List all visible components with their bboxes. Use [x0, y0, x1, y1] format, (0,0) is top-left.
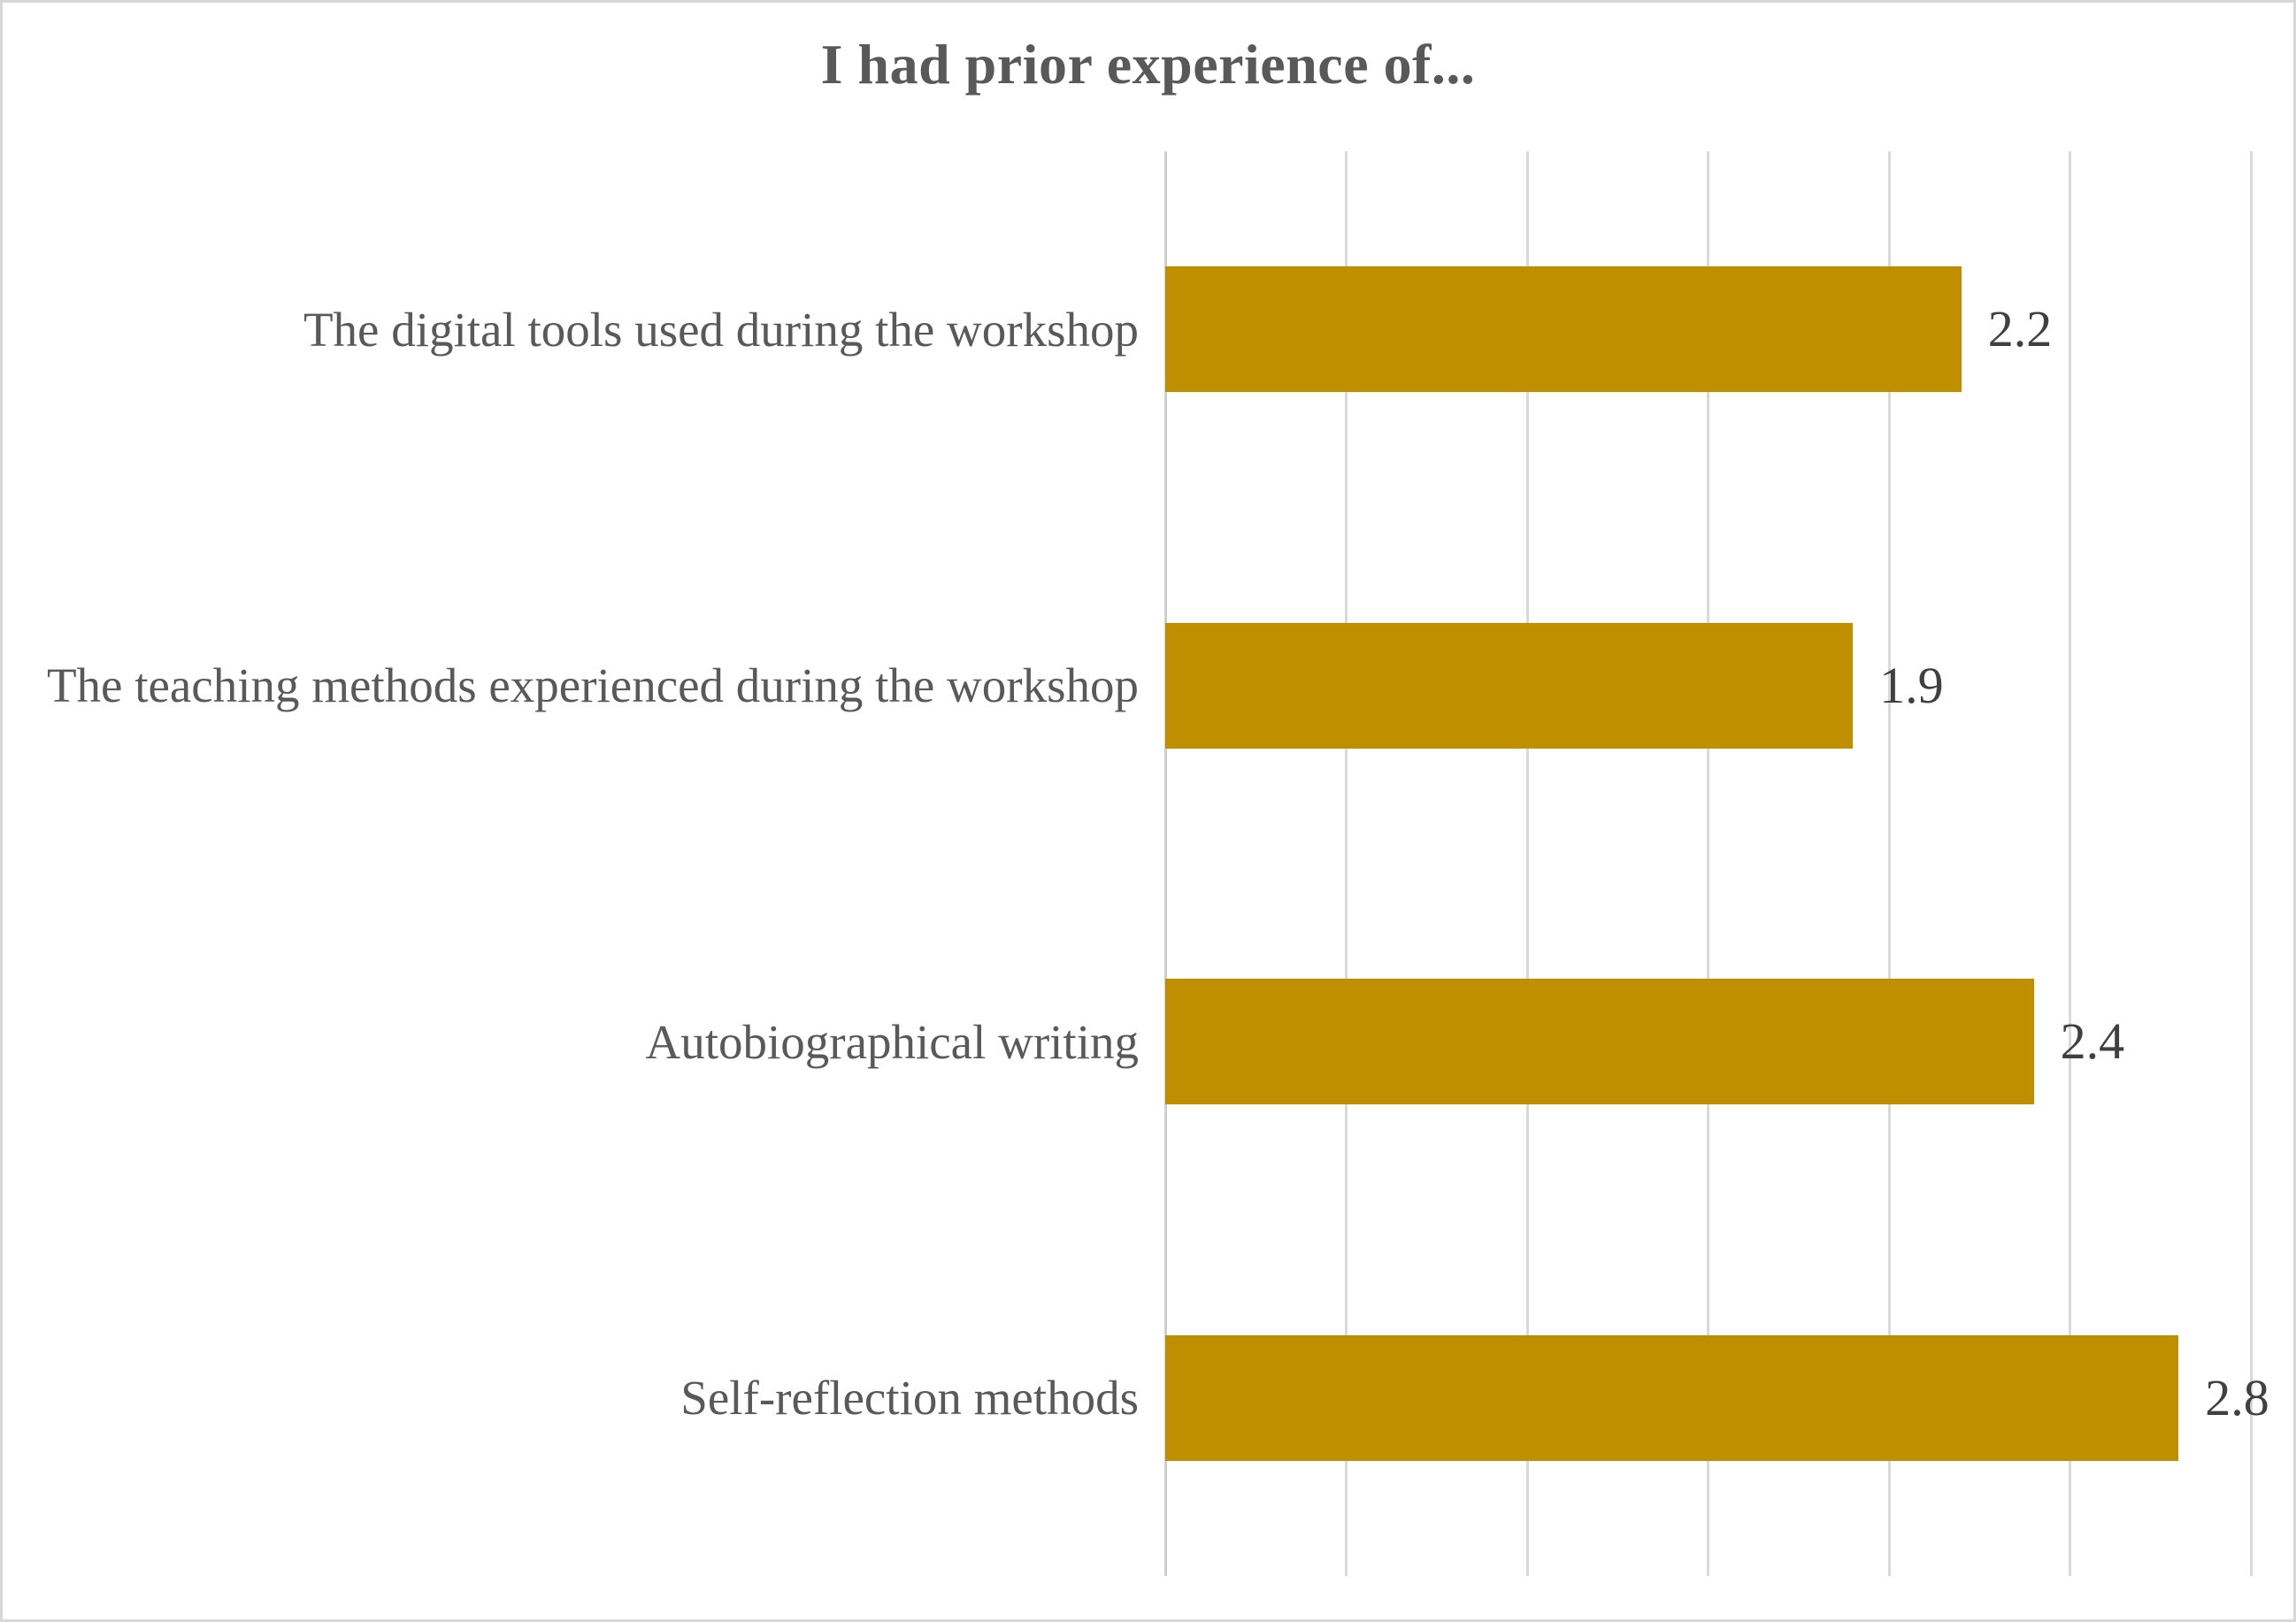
x-gridline: [2249, 151, 2253, 1576]
x-gridline: [1345, 151, 1348, 1576]
x-gridline: [1887, 151, 1891, 1576]
value-label: 2.4: [2060, 1012, 2125, 1071]
bar-rows: The digital tools used during the worksh…: [3, 151, 2293, 1576]
value-label: 2.8: [2205, 1368, 2269, 1426]
category-label: The digital tools used during the worksh…: [303, 302, 1139, 357]
bar: [1165, 979, 2034, 1105]
plot-area: [1163, 151, 2253, 1576]
x-gridline: [1707, 151, 1709, 1576]
bar: [1165, 1334, 2179, 1461]
bar-row: Self-reflection methods 2.8: [3, 1220, 2293, 1577]
bar: [1165, 622, 1854, 749]
chart-title: I had prior experience of...: [820, 33, 1476, 96]
x-gridline: [1525, 151, 1529, 1576]
category-label: Self-reflection methods: [680, 1371, 1139, 1426]
category-label: Autobiographical writing: [645, 1014, 1139, 1069]
bar-row: The digital tools used during the worksh…: [3, 151, 2293, 508]
category-label: The teaching methods experienced during …: [46, 658, 1139, 713]
bar: [1165, 266, 1962, 393]
bar-row: The teaching methods experienced during …: [3, 508, 2293, 865]
value-label: 2.2: [1987, 300, 2053, 358]
y-axis-line: [1163, 151, 1167, 1576]
value-label: 1.9: [1879, 656, 1944, 714]
bar-row: Autobiographical writing 2.4: [3, 864, 2293, 1220]
x-gridline: [2069, 151, 2071, 1576]
